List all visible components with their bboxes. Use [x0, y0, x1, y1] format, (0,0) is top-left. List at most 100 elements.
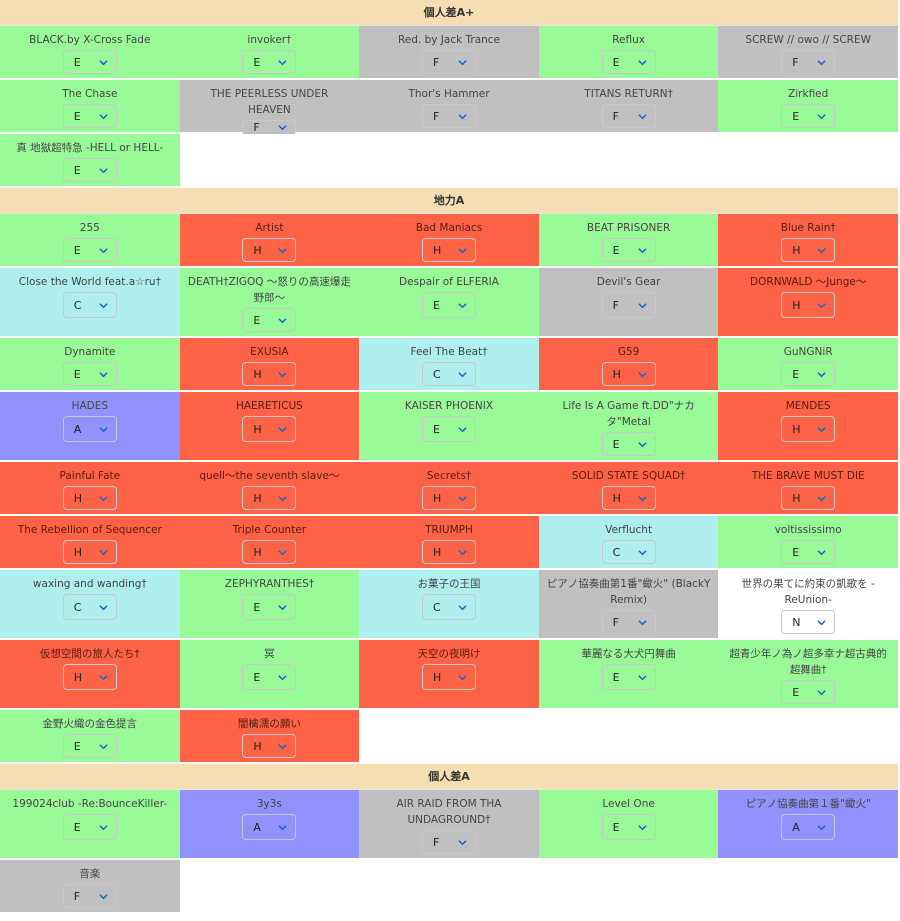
grade-select[interactable]: F: [601, 104, 656, 128]
grade-select[interactable]: E: [781, 104, 836, 128]
grade-select[interactable]: H: [781, 416, 836, 442]
grade-select[interactable]: H: [421, 540, 476, 564]
grade-select[interactable]: E: [62, 362, 117, 386]
song-cell: waxing and wanding† C: [0, 570, 180, 640]
song-title: ピアノ協奏曲第１番"蠍火": [745, 798, 871, 810]
song-title: GuNGNiR: [783, 346, 833, 358]
grade-select[interactable]: E: [242, 664, 297, 690]
grade-select[interactable]: A: [62, 416, 117, 442]
chevron-down-icon: [458, 839, 467, 845]
grade-value: H: [612, 491, 621, 505]
grade-select[interactable]: F: [421, 104, 476, 128]
chevron-down-icon: [278, 426, 287, 432]
grade-select[interactable]: F: [421, 50, 476, 74]
grade-select[interactable]: E: [601, 814, 656, 840]
song-cell: Level One E: [538, 790, 719, 860]
chevron-down-icon: [458, 302, 467, 308]
grade-select[interactable]: C: [421, 362, 476, 386]
grade-select[interactable]: E: [62, 104, 117, 128]
grade-select[interactable]: E: [601, 238, 656, 262]
grade-select[interactable]: H: [242, 416, 297, 442]
grade-select[interactable]: H: [242, 734, 297, 758]
grade-value: H: [792, 243, 801, 257]
grade-select[interactable]: E: [781, 540, 836, 564]
grade-select[interactable]: E: [62, 734, 117, 758]
chevron-down-icon: [99, 113, 108, 119]
grade-select[interactable]: E: [62, 238, 117, 262]
grade-select[interactable]: F: [421, 830, 476, 854]
grade-value: F: [612, 298, 619, 312]
grade-select[interactable]: E: [601, 664, 656, 690]
grade-select[interactable]: E: [421, 416, 476, 442]
song-title: Red. by Jack Trance: [397, 34, 501, 46]
empty-cell: [179, 860, 360, 914]
grade-select[interactable]: H: [781, 292, 836, 318]
grade-select[interactable]: H: [242, 486, 297, 510]
grade-select[interactable]: H: [62, 486, 117, 510]
grade-select[interactable]: F: [781, 50, 836, 74]
grade-select[interactable]: E: [62, 814, 117, 840]
grade-select[interactable]: H: [242, 238, 297, 262]
song-cell: EXUSIA H: [179, 338, 360, 392]
section-header: 個人差A+: [0, 0, 898, 26]
empty-cell: [359, 134, 539, 188]
grade-value: H: [253, 422, 262, 436]
grade-select[interactable]: H: [781, 486, 836, 510]
chevron-down-icon: [637, 247, 647, 253]
song-title: お菓子の王国: [417, 578, 481, 590]
song-title: 金野火織の金色提言: [42, 718, 138, 730]
song-title: BLACK.by X-Cross Fade: [29, 34, 151, 46]
grade-select[interactable]: A: [781, 814, 836, 840]
grade-select[interactable]: H: [601, 362, 656, 386]
chevron-down-icon: [817, 302, 826, 308]
grade-select[interactable]: E: [601, 432, 656, 456]
grade-select[interactable]: E: [62, 50, 117, 74]
chevron-down-icon: [637, 302, 647, 308]
song-cell: Close the World feat.a☆ru† C: [0, 268, 180, 338]
grade-select[interactable]: C: [62, 594, 117, 620]
grade-value: H: [612, 367, 621, 381]
song-cell: Life Is A Game ft.DD"ナカタ"Metal E: [538, 392, 719, 462]
song-cell: DEATH†ZIGOQ ～怒りの高速爆走野郎～ E: [179, 268, 360, 338]
chevron-down-icon: [278, 317, 287, 323]
grade-select[interactable]: F: [601, 292, 656, 318]
grade-select[interactable]: F: [242, 120, 297, 135]
grade-select[interactable]: H: [62, 664, 117, 690]
grade-select[interactable]: H: [781, 238, 836, 262]
empty-cell: [538, 710, 719, 764]
grade-select[interactable]: E: [781, 362, 836, 386]
grade-select[interactable]: C: [62, 292, 117, 318]
grade-select[interactable]: E: [242, 308, 297, 332]
song-title: Verflucht: [605, 524, 653, 536]
grade-select[interactable]: H: [421, 486, 476, 510]
grade-select[interactable]: E: [781, 680, 836, 704]
chevron-down-icon: [278, 674, 287, 680]
grade-select[interactable]: H: [601, 486, 656, 510]
song-cell: Bad Maniacs H: [359, 214, 539, 268]
grade-select[interactable]: E: [421, 292, 476, 318]
song-title: Level One: [602, 798, 655, 810]
grade-select[interactable]: E: [601, 50, 656, 74]
grade-select[interactable]: A: [242, 814, 297, 840]
grade-select[interactable]: E: [242, 50, 297, 74]
song-cell: 天空の夜明け H: [359, 640, 539, 710]
grade-select[interactable]: F: [601, 610, 656, 634]
grade-select[interactable]: H: [242, 540, 297, 564]
grade-select[interactable]: E: [242, 594, 297, 620]
grade-value: A: [253, 820, 261, 834]
grade-select[interactable]: H: [242, 362, 297, 386]
grade-select[interactable]: C: [601, 540, 656, 564]
grade-select[interactable]: H: [62, 540, 117, 564]
grade-value: E: [253, 670, 261, 684]
chevron-down-icon: [817, 247, 826, 253]
grade-value: F: [432, 55, 440, 69]
grade-select[interactable]: N: [781, 610, 836, 634]
song-cell: THE PEERLESS UNDER HEAVEN F: [179, 80, 360, 135]
grade-select[interactable]: H: [421, 238, 476, 262]
grade-select[interactable]: E: [62, 158, 117, 182]
grade-select[interactable]: H: [421, 664, 476, 690]
grade-select[interactable]: F: [62, 884, 117, 908]
song-cell: TRIUMPH H: [359, 516, 539, 570]
grade-value: F: [432, 835, 440, 849]
grade-select[interactable]: C: [421, 594, 476, 620]
